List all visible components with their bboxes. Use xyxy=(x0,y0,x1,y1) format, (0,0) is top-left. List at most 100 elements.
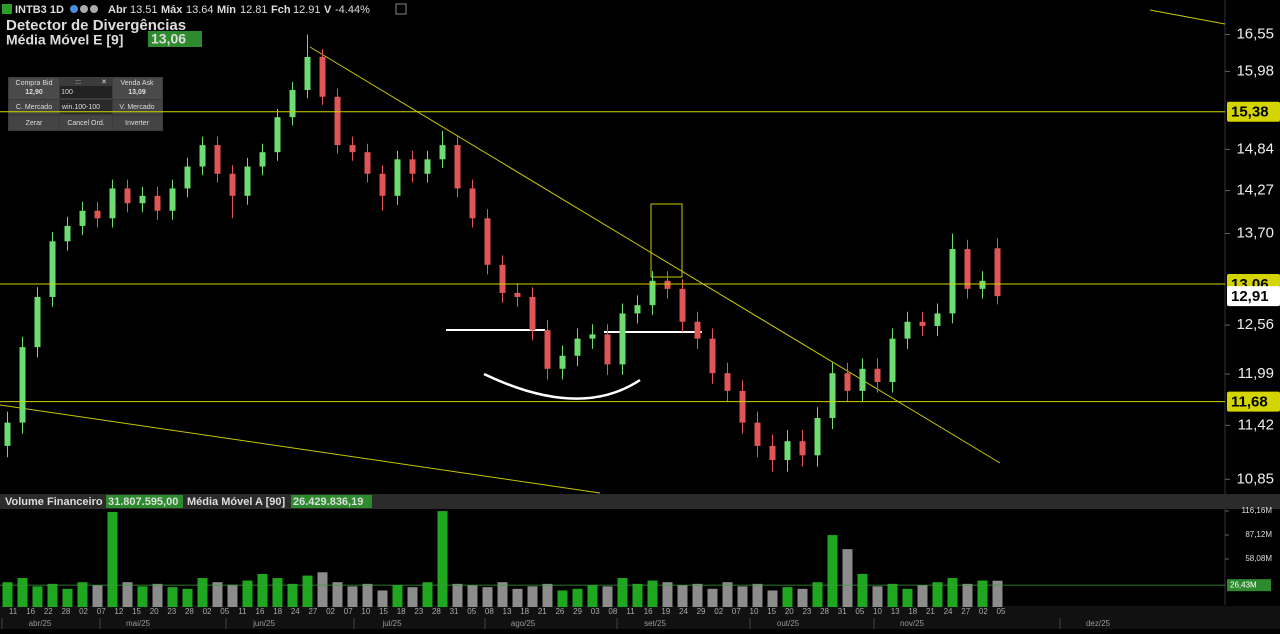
indicator-name: Detector de Divergências xyxy=(6,17,186,34)
candle-body xyxy=(484,218,491,265)
status-icon xyxy=(2,4,12,14)
ask-cell[interactable] xyxy=(113,78,162,99)
month-label: jul/25 xyxy=(381,619,402,628)
date-label: 28 xyxy=(185,607,194,616)
volume-bar xyxy=(842,549,853,607)
volume-bar xyxy=(257,573,268,607)
reverse-button[interactable] xyxy=(113,116,162,130)
candle-body xyxy=(259,152,266,167)
date-label: 05 xyxy=(997,607,1006,616)
date-label: 26 xyxy=(555,607,564,616)
date-label: 02 xyxy=(714,607,723,616)
volume-bar xyxy=(392,585,403,607)
volume-bar xyxy=(242,580,253,607)
low-value: 12.81 xyxy=(240,4,268,16)
candle-body xyxy=(424,159,431,174)
date-label: 18 xyxy=(520,607,529,616)
date-axis-bg xyxy=(0,606,1280,629)
icon[interactable] xyxy=(90,5,98,13)
add-button[interactable] xyxy=(395,3,407,15)
volume-bar xyxy=(797,588,808,607)
date-label: 15 xyxy=(379,607,388,616)
date-label: 16 xyxy=(644,607,653,616)
volume-value-box xyxy=(106,495,183,508)
date-label: 07 xyxy=(97,607,106,616)
date-label: 23 xyxy=(167,607,176,616)
volume-bar xyxy=(497,582,508,607)
candle-body xyxy=(934,313,941,326)
date-label: 16 xyxy=(256,607,265,616)
volume-bar xyxy=(707,588,718,607)
volume-bar xyxy=(77,582,88,607)
candle-body xyxy=(34,296,41,348)
date-label: 11 xyxy=(9,607,18,616)
volume-bar xyxy=(377,590,388,607)
flatten-button[interactable] xyxy=(9,116,59,130)
candle-body xyxy=(289,89,296,118)
reverse[interactable]: Inverter xyxy=(125,120,149,127)
cancel[interactable]: Cancel Ord. xyxy=(67,120,104,127)
buy-market[interactable]: C. Mercado xyxy=(16,104,52,111)
volume-bar xyxy=(437,511,448,607)
sell-market[interactable]: V. Mercado xyxy=(119,104,154,111)
candle-body xyxy=(544,330,551,369)
volume-bar xyxy=(992,580,1003,607)
volume-bar xyxy=(272,578,283,607)
close-icon[interactable]: ✕ xyxy=(101,79,107,86)
candle-body xyxy=(724,373,731,391)
volume-bar xyxy=(122,582,133,607)
volume-bar xyxy=(557,590,568,607)
volume-bar xyxy=(152,583,163,607)
volume-bar xyxy=(317,572,328,607)
flatten[interactable]: Zerar xyxy=(26,120,43,127)
candle-body xyxy=(154,195,161,211)
candle-body xyxy=(694,321,701,339)
candle-body xyxy=(664,280,671,289)
candle-body xyxy=(964,249,971,289)
volume-bar xyxy=(47,583,58,607)
date-label: 02 xyxy=(203,607,212,616)
icon[interactable] xyxy=(80,5,88,13)
month-label: mai/25 xyxy=(126,619,151,628)
bid-label: Compra Bid xyxy=(16,80,53,87)
bid-cell[interactable] xyxy=(9,78,59,99)
drag-handle[interactable]: ::: xyxy=(75,79,81,86)
quantity-input[interactable] xyxy=(60,86,112,98)
open-value: 13.51 xyxy=(130,4,158,16)
volume-bar xyxy=(767,590,778,607)
y-tick-label: 11,42 xyxy=(1238,416,1274,433)
close-label: Fch xyxy=(271,4,291,16)
candle-body xyxy=(454,145,461,189)
price-label: 11,68 xyxy=(1231,394,1268,411)
volume-value: 31.807.595,00 xyxy=(108,496,178,508)
volume-bar xyxy=(662,582,673,607)
icon[interactable] xyxy=(70,5,78,13)
candle-body xyxy=(199,145,206,167)
volume-bar xyxy=(962,583,973,607)
cancel-button[interactable] xyxy=(60,116,112,130)
price-label-box xyxy=(1227,391,1280,412)
candle-body xyxy=(139,195,146,204)
date-label: 15 xyxy=(132,607,141,616)
symbol[interactable]: INTB3 1D xyxy=(15,4,64,16)
candle-body xyxy=(814,418,821,456)
buy-market-button[interactable] xyxy=(9,100,59,114)
y-tick-label: 11,99 xyxy=(1238,365,1274,382)
sell-market-button[interactable] xyxy=(113,100,162,114)
high-label: Máx xyxy=(161,4,183,16)
month-label: jun/25 xyxy=(252,619,275,628)
date-label: 29 xyxy=(573,607,582,616)
volume-bar xyxy=(602,586,613,607)
candle-body xyxy=(514,292,521,297)
quantity[interactable]: 100 xyxy=(61,89,73,96)
account-select[interactable] xyxy=(60,100,112,114)
date-label: 08 xyxy=(485,607,494,616)
candle-body xyxy=(349,145,356,153)
volume-bar xyxy=(407,587,418,607)
volume-bar xyxy=(947,578,958,607)
volume-bar xyxy=(32,586,43,607)
ma-value-box xyxy=(148,31,202,47)
account[interactable]: win.100-100 xyxy=(61,104,100,111)
